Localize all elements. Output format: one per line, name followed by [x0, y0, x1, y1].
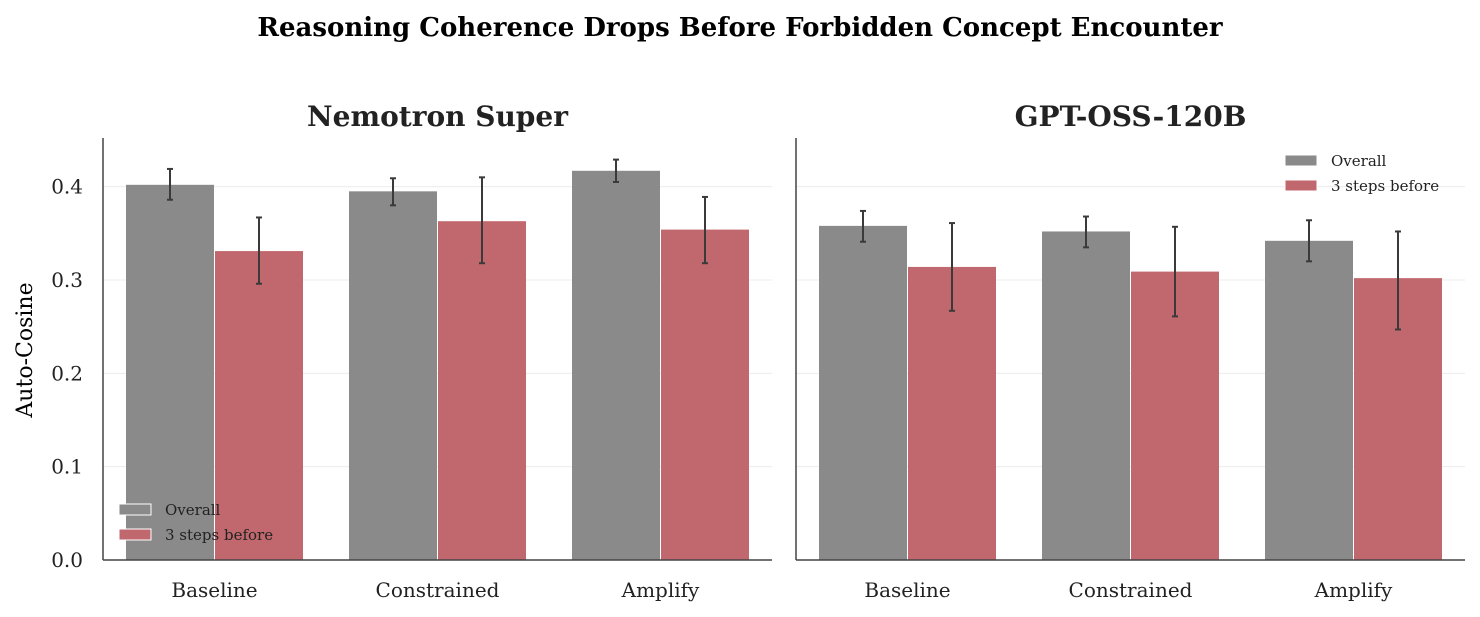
- bar-overall-constrained: [349, 191, 437, 561]
- bar-before-constrained: [1131, 271, 1219, 560]
- panel-title: GPT-OSS-120B: [1015, 100, 1247, 133]
- bar-overall-constrained: [1042, 231, 1130, 560]
- legend-swatch-overall: [1284, 154, 1318, 167]
- bar-overall-amplify: [1265, 240, 1353, 561]
- legend-swatch-before: [1284, 179, 1318, 192]
- legend-swatch-overall: [118, 503, 152, 516]
- x-tick-label: Amplify: [621, 578, 700, 602]
- legend-label: Overall: [1331, 152, 1387, 170]
- x-tick-label: Constrained: [376, 578, 500, 602]
- bar-before-constrained: [438, 221, 526, 560]
- legend: Overall 3 steps before: [118, 501, 273, 544]
- bar-overall-amplify: [572, 170, 660, 561]
- figure-title: Reasoning Coherence Drops Before Forbidd…: [257, 13, 1223, 43]
- y-axis-label: Auto-Cosine: [13, 282, 38, 418]
- y-tick-label: 0.1: [51, 455, 83, 479]
- y-tick-label: 0.0: [51, 548, 83, 572]
- legend-label: 3 steps before: [165, 526, 273, 544]
- bar-before-baseline: [215, 251, 303, 561]
- y-tick-label: 0.3: [51, 268, 83, 292]
- legend-label: Overall: [165, 501, 221, 519]
- panel-title: Nemotron Super: [307, 100, 569, 133]
- panel-nemotron-super: 0.0 0.1 0.2 0.3 0.4 Baseline Constrained Amplif…: [51, 100, 772, 602]
- x-tick-label: Amplify: [1314, 578, 1393, 602]
- bar-overall-baseline: [819, 225, 907, 560]
- bar-overall-baseline: [126, 184, 214, 561]
- legend-label: 3 steps before: [1331, 177, 1439, 195]
- panel-gpt-oss-120b: Baseline Constrained Amplify GPT-OSS-120B Ov…: [795, 100, 1465, 602]
- x-tick-label: Baseline: [864, 578, 950, 602]
- x-tick-label: Constrained: [1069, 578, 1193, 602]
- legend-swatch-before: [118, 528, 152, 541]
- x-tick-label: Baseline: [171, 578, 257, 602]
- y-tick-label: 0.4: [51, 175, 83, 199]
- bar-before-baseline: [908, 266, 996, 560]
- y-tick-label: 0.2: [51, 361, 83, 385]
- bar-before-amplify: [661, 229, 749, 560]
- legend: Overall 3 steps before: [1284, 152, 1439, 195]
